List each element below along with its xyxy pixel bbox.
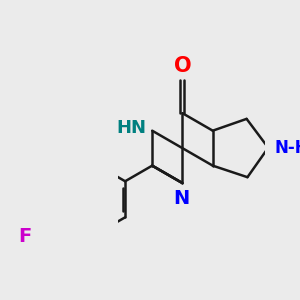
Text: HN: HN: [116, 119, 146, 137]
Text: F: F: [18, 226, 32, 245]
Text: O: O: [174, 56, 191, 76]
Text: N: N: [173, 189, 190, 208]
Text: N-H: N-H: [275, 139, 300, 157]
